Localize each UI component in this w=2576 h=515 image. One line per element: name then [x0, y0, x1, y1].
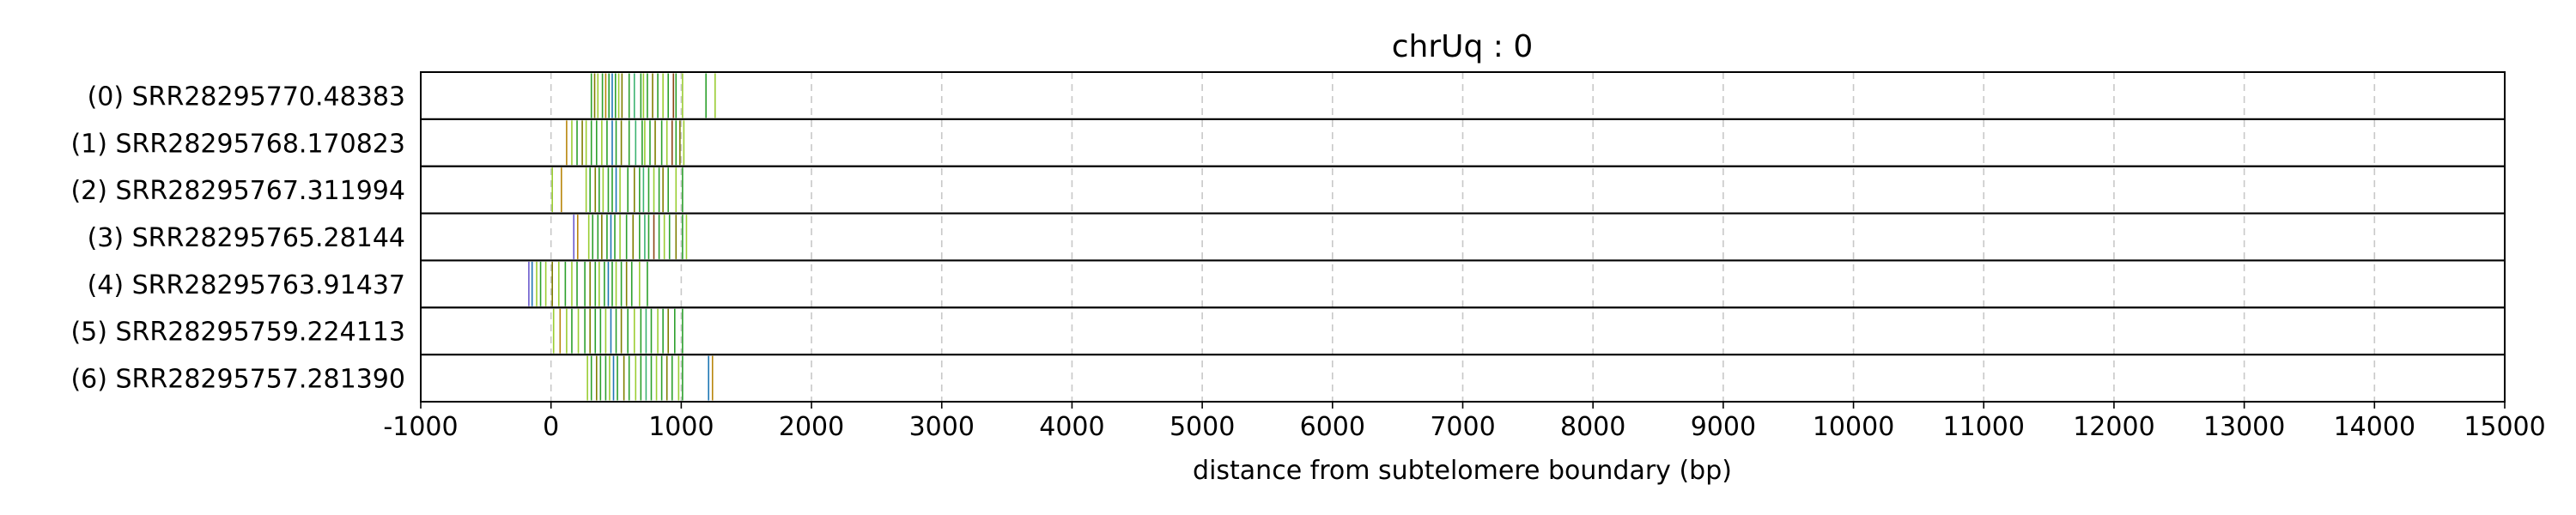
x-tick-label: 1000: [648, 412, 714, 442]
x-tick-label: 10000: [1813, 412, 1894, 442]
track-label: (4) SRR28295763.91437: [88, 270, 405, 300]
track-label: (5) SRR28295759.224113: [70, 318, 405, 348]
track-row: (0) SRR28295770.48383: [88, 71, 2506, 120]
track-label: (1) SRR28295768.170823: [70, 129, 405, 159]
x-tick-label: -1000: [383, 412, 458, 442]
x-tick-label: 13000: [2203, 412, 2285, 442]
track-label: (3) SRR28295765.28144: [88, 223, 405, 253]
x-tick-label: 3000: [909, 412, 975, 442]
x-tick-label: 7000: [1430, 412, 1495, 442]
track-label: (2) SRR28295767.311994: [70, 176, 405, 206]
track-row: (6) SRR28295757.281390: [70, 354, 2506, 403]
track-row: (5) SRR28295759.224113: [70, 306, 2506, 356]
track-row: (4) SRR28295763.91437: [88, 259, 2506, 309]
x-tick-label: 8000: [1560, 412, 1625, 442]
x-tick-label: 6000: [1300, 412, 1365, 442]
x-tick-label: 12000: [2073, 412, 2154, 442]
track-label: (6) SRR28295757.281390: [70, 365, 405, 395]
track-rows: (0) SRR28295770.48383 (1) SRR28295768.170…: [70, 71, 2506, 403]
x-axis: -1000 0 1000 2000 3000 4000 5000 6000 7000 8000 90…: [383, 402, 2546, 442]
x-tick-label: 9000: [1691, 412, 1756, 442]
x-tick-label: 0: [543, 412, 559, 442]
track-row: (2) SRR28295767.311994: [70, 165, 2506, 215]
track-row: (3) SRR28295765.28144: [88, 212, 2506, 262]
x-tick-label: 15000: [2464, 412, 2545, 442]
chart-title: chrUq : 0: [1392, 29, 1534, 64]
x-axis-label: distance from subtelomere boundary (bp): [1193, 456, 1732, 486]
x-tick-label: 5000: [1170, 412, 1235, 442]
x-tick-label: 11000: [1943, 412, 2025, 442]
x-tick-label: 4000: [1039, 412, 1104, 442]
track-label: (0) SRR28295770.48383: [88, 82, 405, 112]
track-row: (1) SRR28295768.170823: [70, 118, 2506, 167]
x-tick-label: 14000: [2334, 412, 2415, 442]
grid-lines: [550, 72, 2376, 402]
x-tick-label: 2000: [779, 412, 844, 442]
